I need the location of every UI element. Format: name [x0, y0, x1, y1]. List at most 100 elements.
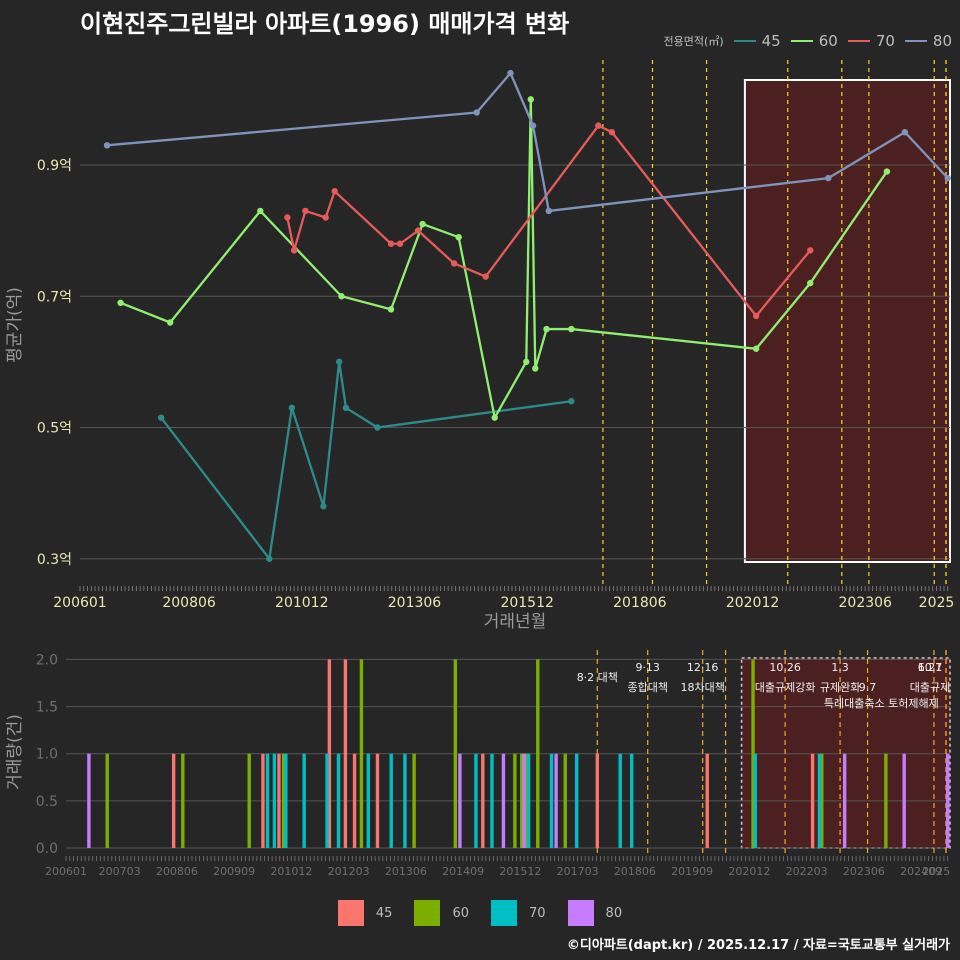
volume-bar-70 [284, 753, 288, 848]
volume-bar-45 [595, 753, 600, 848]
volume-bar-45 [327, 659, 332, 848]
volume-bar-60 [820, 753, 824, 848]
volume-bar-60 [751, 659, 755, 848]
policy-label: 18차대책 [680, 681, 724, 694]
legend-bottom-item-80: 80 [567, 900, 622, 926]
volume-bar-80 [87, 753, 91, 848]
x-tick-label: 201012 [275, 595, 328, 611]
data-point-80 [944, 174, 951, 182]
x-tick-label: 201703 [557, 865, 599, 878]
x-tick-label: 201306 [388, 595, 442, 611]
volume-bar-70 [753, 753, 758, 848]
x-axis-label: 거래년월 [484, 612, 547, 632]
y-tick-label: 0.5 [36, 794, 58, 810]
legend-line-swatch [904, 40, 927, 42]
volume-bar-70 [474, 753, 478, 848]
volume-bar-60 [281, 753, 286, 848]
volume-bar-70 [272, 753, 277, 848]
volume-bar-70 [575, 753, 579, 848]
x-tick-label: 2025 [922, 865, 950, 878]
volume-bar-60 [359, 659, 364, 848]
volume-bar-45 [481, 753, 485, 848]
data-point-80 [545, 207, 553, 215]
volume-bar-60 [520, 753, 524, 848]
legend-bar-swatch [337, 900, 364, 926]
data-point-60 [752, 345, 760, 352]
legend-top-label: 45 [761, 32, 781, 50]
x-tick-label: 202409 [900, 865, 942, 878]
legend-top: 전용면적(㎡) 45 60 70 80 [664, 32, 952, 50]
x-tick-label: 201806 [614, 865, 656, 878]
y-tick-label: 2.0 [36, 652, 58, 668]
data-point-80 [529, 122, 537, 129]
volume-bar-70 [336, 753, 341, 848]
policy-label: 12·16 [687, 661, 719, 674]
volume-bar-60 [453, 659, 458, 848]
source-credit: ©디아파트(dapt.kr) / 2025.12.17 / 자료=국토교통부 실… [566, 938, 950, 953]
volume-bar-45 [705, 753, 709, 848]
legend-bar-swatch [567, 900, 594, 926]
x-tick-label: 202306 [839, 595, 893, 611]
legend-line-swatch [790, 40, 813, 42]
data-point-70 [302, 207, 309, 215]
data-point-60 [807, 279, 814, 287]
data-point-70 [807, 247, 814, 254]
data-point-80 [473, 109, 480, 116]
data-point-70 [396, 240, 404, 247]
policy-label: 8·2 대책 [577, 671, 618, 684]
x-tick-label: 202306 [843, 865, 885, 878]
x-tick-label: 200806 [156, 865, 198, 878]
data-point-60 [338, 293, 345, 300]
data-point-70 [414, 227, 422, 234]
legend-top-item-70: 70 [847, 32, 895, 50]
legend-bottom-label: 70 [529, 905, 546, 921]
legend-line-swatch [847, 40, 870, 42]
volume-bar-80 [458, 753, 462, 848]
highlight-region [743, 79, 951, 563]
volume-bar-60 [105, 753, 109, 848]
legend-top-title: 전용면적(㎡) [663, 35, 724, 48]
x-tick-label: 201306 [385, 865, 427, 878]
data-point-45 [342, 404, 350, 412]
x-tick-label: 201512 [500, 595, 553, 611]
x-tick-label: 202203 [786, 865, 828, 878]
data-point-70 [290, 247, 298, 254]
data-point-80 [901, 128, 909, 136]
volume-bar-45 [171, 753, 176, 848]
legend-bottom-item-60: 60 [414, 900, 469, 926]
volume-bar-60 [513, 753, 517, 848]
x-tick-label: 200703 [99, 865, 141, 878]
chart-title: 이현진주그린빌라 아파트(1996) 매매가격 변화 [80, 10, 570, 38]
data-point-45 [266, 555, 273, 562]
volume-bar-80 [522, 753, 526, 848]
volume-bar-45 [261, 753, 265, 848]
data-point-60 [491, 414, 498, 421]
volume-bar-80 [554, 753, 558, 848]
volume-bar-60 [524, 753, 529, 848]
legend-bottom-item-45: 45 [337, 900, 393, 926]
volume-bar-60 [563, 753, 567, 848]
volume-bar-70 [526, 753, 531, 848]
policy-label: 특례대출축소 토허제해제 [824, 696, 939, 710]
x-tick-label: 201409 [442, 865, 484, 878]
policy-label: 9.7 [859, 681, 877, 694]
data-point-80 [103, 142, 111, 149]
x-tick-label: 200601 [45, 865, 87, 878]
legend-bar-swatch [414, 900, 441, 926]
policy-label: 규제완화 [820, 681, 860, 694]
volume-bar-70 [302, 753, 306, 848]
x-tick-label: 2025 [919, 595, 955, 611]
legend-top-label: 80 [932, 32, 952, 50]
volume-bar-80 [902, 753, 906, 848]
policy-label: 대출규제 [910, 681, 950, 694]
data-point-45 [568, 398, 575, 405]
data-point-70 [482, 273, 489, 280]
volume-bar-80 [842, 753, 847, 848]
legend-bottom-label: 45 [375, 905, 393, 921]
series-line-70 [286, 124, 812, 318]
policy-label: 6.27 [918, 661, 943, 674]
series-line-80 [106, 70, 949, 213]
legend-bottom-label: 60 [452, 905, 469, 921]
data-point-60 [257, 207, 264, 215]
legend-top-label: 70 [875, 32, 895, 50]
